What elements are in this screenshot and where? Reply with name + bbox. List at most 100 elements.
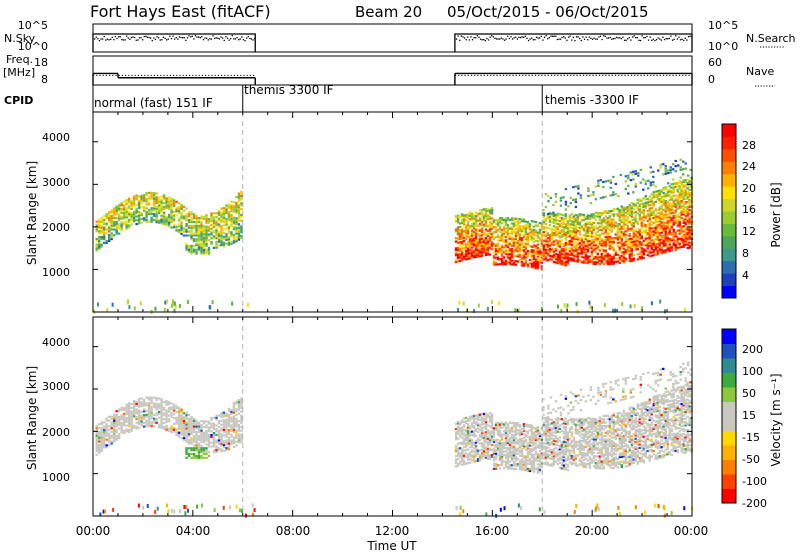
power-echo (456, 260, 460, 263)
power-echo (648, 200, 651, 203)
velocity-echo (215, 433, 218, 436)
power-echo (95, 220, 98, 223)
velocity-echo (197, 425, 201, 428)
velocity-echo (122, 408, 126, 412)
power-echo (594, 232, 598, 235)
velocity-echo (460, 456, 464, 460)
power-echo (644, 249, 647, 252)
velocity-echo (217, 441, 221, 444)
velocity-echo (157, 424, 161, 427)
power-echo (618, 222, 622, 225)
power-echo (600, 257, 604, 261)
velocity-echo (468, 427, 472, 430)
power-echo (222, 212, 226, 215)
power-echo (207, 252, 211, 255)
power-echo (596, 222, 600, 225)
velocity-echo (468, 432, 472, 435)
power-echo (220, 236, 223, 239)
power-echo (620, 225, 624, 229)
power-echo (612, 218, 616, 221)
power-echo (674, 199, 677, 202)
power-echo (678, 203, 681, 206)
power-echo (670, 208, 673, 211)
power-echo (568, 243, 572, 246)
power-echo (556, 243, 560, 246)
velocity-echo (486, 456, 490, 459)
power-echo (682, 209, 685, 213)
nsearch-dot (122, 39, 125, 41)
velocity-echo (95, 436, 98, 439)
velocity-echo (502, 460, 506, 463)
power-echo (602, 186, 605, 189)
power-echo (165, 197, 168, 200)
power-echo (676, 200, 679, 203)
power-echo (638, 210, 641, 213)
velocity-echo (237, 406, 241, 409)
velocity-echo (458, 460, 462, 463)
velocity-echo (100, 434, 103, 437)
velocity-echo (232, 428, 236, 431)
velocity-echo (494, 428, 498, 431)
power-echo (470, 232, 474, 236)
power-echo (646, 213, 649, 216)
power-echo (235, 209, 238, 212)
power-echo (538, 254, 542, 257)
power-echo (630, 227, 634, 230)
power-echo (644, 196, 647, 199)
power-echo (500, 218, 504, 222)
nsearch-dot (483, 38, 485, 41)
power-echo (584, 217, 588, 220)
power-echo (614, 182, 618, 186)
power-echo (142, 196, 146, 199)
power-echo (564, 218, 568, 221)
power-echo (524, 224, 528, 227)
power-echo (642, 204, 645, 207)
power-echo (596, 247, 600, 250)
velocity-echo (482, 433, 486, 436)
velocity-echo (480, 416, 484, 419)
velocity-echo (484, 417, 488, 420)
power-echo (648, 210, 651, 214)
power-echo (538, 252, 542, 255)
velocity-echo (232, 430, 236, 433)
power-echo (668, 239, 671, 242)
velocity-echo (127, 407, 131, 411)
power-echo (185, 230, 188, 233)
power-echo (222, 216, 226, 219)
power-echo (210, 227, 213, 230)
velocity-echo (488, 440, 492, 443)
power-echo (558, 260, 562, 264)
velocity-echo (502, 445, 506, 448)
velocity-echo (180, 427, 183, 430)
power-echo (642, 239, 645, 242)
power-echo (680, 188, 683, 191)
power-echo (514, 249, 518, 253)
power-echo (502, 257, 506, 261)
velocity-echo (132, 413, 136, 416)
power-echo (684, 162, 687, 165)
power-echo (205, 240, 208, 244)
power-echo (494, 227, 498, 230)
power-echo (510, 237, 514, 240)
power-echo (564, 247, 568, 250)
velocity-echo (500, 450, 504, 453)
velocity-echo (462, 446, 466, 449)
power-echo (610, 255, 614, 259)
power-echo (187, 219, 191, 222)
power-echo (554, 227, 558, 230)
velocity-echo (200, 439, 203, 442)
power-echo (572, 215, 576, 218)
velocity-echo (200, 431, 203, 434)
power-echo (220, 220, 223, 224)
power-echo (630, 201, 634, 205)
power-echo (550, 231, 554, 234)
power-echo (468, 257, 472, 260)
power-echo (205, 250, 208, 253)
power-echo (668, 224, 671, 227)
power-echo (472, 252, 476, 256)
power-echo (608, 227, 612, 230)
power-echo (650, 230, 653, 234)
power-echo (135, 219, 138, 222)
power-echo (458, 222, 462, 225)
power-echo (182, 230, 186, 233)
